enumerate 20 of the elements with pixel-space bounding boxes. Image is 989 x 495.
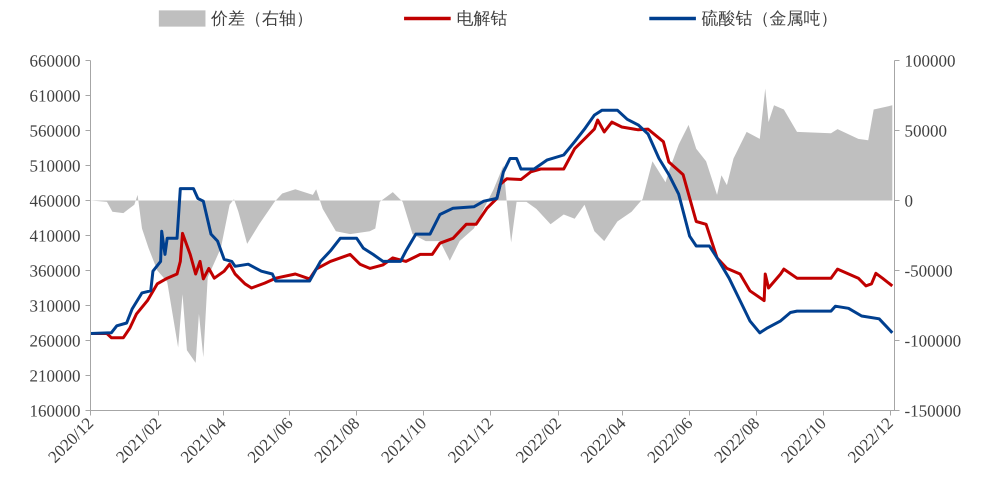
y-tick-label: 360000: [30, 262, 80, 280]
y-tick-label: 510000: [30, 156, 80, 176]
y2-tick-label: 100000: [904, 52, 956, 70]
y2-tick-label: -50000: [904, 262, 953, 280]
y-tick-label: 660000: [30, 52, 80, 70]
y-tick-label: 260000: [30, 332, 80, 350]
y-tick-label: 610000: [30, 86, 80, 106]
y-tick-label: 410000: [30, 226, 80, 246]
legend-label: 价差（右轴）: [210, 9, 314, 28]
y2-tick-label: -150000: [904, 402, 962, 420]
y-tick-label: 460000: [30, 192, 80, 210]
y2-tick-label: -100000: [904, 332, 962, 350]
y-tick-label: 160000: [30, 402, 80, 420]
y2-tick-label: 0: [904, 192, 913, 210]
y-tick-label: 310000: [30, 296, 80, 316]
legend-label: 硫酸钴（金属吨）: [702, 9, 838, 28]
y-tick-label: 210000: [30, 366, 80, 386]
y-tick-label: 560000: [30, 122, 80, 140]
legend-label: 电解钴: [456, 9, 508, 28]
y2-tick-label: 50000: [904, 122, 947, 140]
